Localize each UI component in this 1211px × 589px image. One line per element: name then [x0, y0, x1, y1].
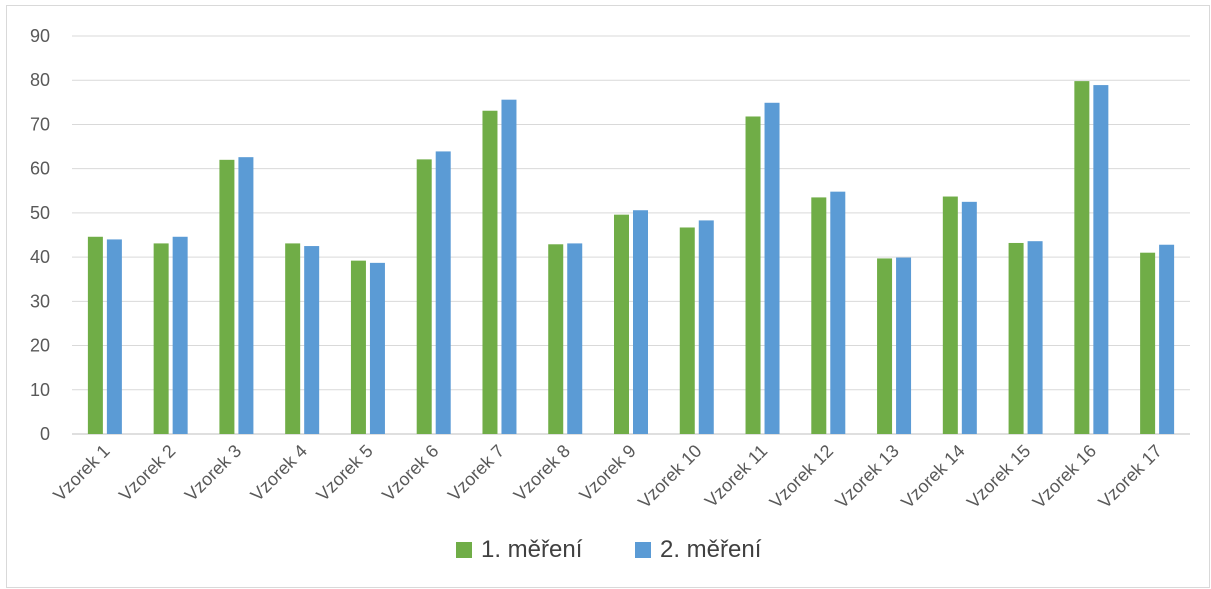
y-tick-label: 10	[30, 380, 50, 400]
y-tick-label: 50	[30, 203, 50, 223]
legend-label-1: 1. měření	[481, 536, 583, 563]
legend: 1. měření 2. měření	[456, 536, 762, 563]
bar-series-1-13	[877, 258, 893, 434]
y-tick-label: 90	[30, 26, 50, 46]
gridlines	[72, 35, 1190, 435]
bar-series-1-9	[614, 214, 629, 434]
bar-series-2-13	[896, 257, 912, 434]
x-tick-label: Vzorek 11	[701, 441, 772, 512]
bar-series-1-3	[219, 159, 235, 435]
x-axis: Vzorek 1 Vzorek 2 Vzorek 3 Vzorek 4 Vzorek 5…	[49, 441, 1166, 512]
bar-series-2-9	[633, 210, 648, 434]
bar-series-1-6	[416, 159, 432, 434]
bar-series-2-3	[238, 157, 254, 434]
bar-series-1-10	[679, 227, 695, 434]
bar-series-1-15	[1008, 242, 1024, 434]
bar-series-2-6	[435, 151, 451, 435]
bar-series-2-15	[1027, 241, 1043, 434]
bar-series-1-17	[1140, 252, 1156, 434]
bar-series-2-8	[567, 243, 583, 434]
y-tick-label: 70	[30, 114, 50, 134]
bar-series-1-7	[482, 110, 498, 434]
y-axis: 0 10 20 30 40 50 60 70 80 90	[30, 26, 50, 444]
legend-label-2: 2. měření	[660, 536, 762, 563]
x-tick-label: Vzorek 12	[766, 441, 837, 512]
bars	[87, 81, 1175, 435]
bar-series-2-16	[1093, 85, 1109, 434]
x-tick-label: Vzorek 10	[634, 441, 705, 512]
x-tick-label: Vzorek 3	[181, 441, 245, 505]
bar-series-2-11	[764, 102, 780, 434]
bar-series-2-12	[830, 191, 846, 434]
x-tick-label: Vzorek 7	[444, 441, 508, 505]
y-tick-label: 60	[30, 159, 50, 179]
bar-series-1-12	[811, 197, 827, 434]
y-tick-label: 80	[30, 70, 50, 90]
x-tick-label: Vzorek 9	[575, 441, 639, 505]
x-tick-label: Vzorek 8	[510, 441, 574, 505]
bar-series-2-1	[106, 239, 122, 434]
x-tick-label: Vzorek 15	[963, 441, 1034, 512]
bar-series-1-4	[285, 243, 301, 434]
bar-series-1-16	[1074, 81, 1090, 435]
x-tick-label: Vzorek 16	[1029, 441, 1100, 512]
bar-series-2-14	[961, 201, 977, 434]
bar-series-1-2	[153, 243, 169, 434]
bar-series-1-1	[87, 236, 103, 434]
bar-series-1-8	[548, 244, 564, 434]
x-tick-label: Vzorek 5	[312, 441, 376, 505]
x-tick-label: Vzorek 13	[831, 441, 902, 512]
x-tick-label: Vzorek 17	[1094, 441, 1165, 512]
bar-series-2-7	[501, 99, 517, 435]
x-tick-label: Vzorek 1	[49, 441, 113, 505]
bar-series-2-4	[304, 246, 320, 434]
y-tick-label: 20	[30, 336, 50, 356]
legend-swatch-1	[456, 542, 472, 558]
bar-series-2-17	[1159, 244, 1175, 434]
y-tick-label: 0	[40, 424, 50, 444]
bar-series-1-14	[942, 196, 958, 434]
x-tick-label: Vzorek 6	[378, 441, 442, 505]
legend-swatch-2	[635, 542, 651, 558]
x-tick-label: Vzorek 4	[247, 441, 311, 505]
x-tick-label: Vzorek 2	[115, 441, 179, 505]
bar-series-2-10	[698, 220, 714, 434]
bar-series-1-5	[350, 260, 366, 434]
y-tick-label: 30	[30, 291, 50, 311]
bar-series-2-5	[369, 262, 385, 434]
bar-series-2-2	[172, 236, 188, 434]
y-tick-label: 40	[30, 247, 50, 267]
x-tick-label: Vzorek 14	[897, 441, 968, 512]
bar-series-1-11	[745, 116, 761, 435]
